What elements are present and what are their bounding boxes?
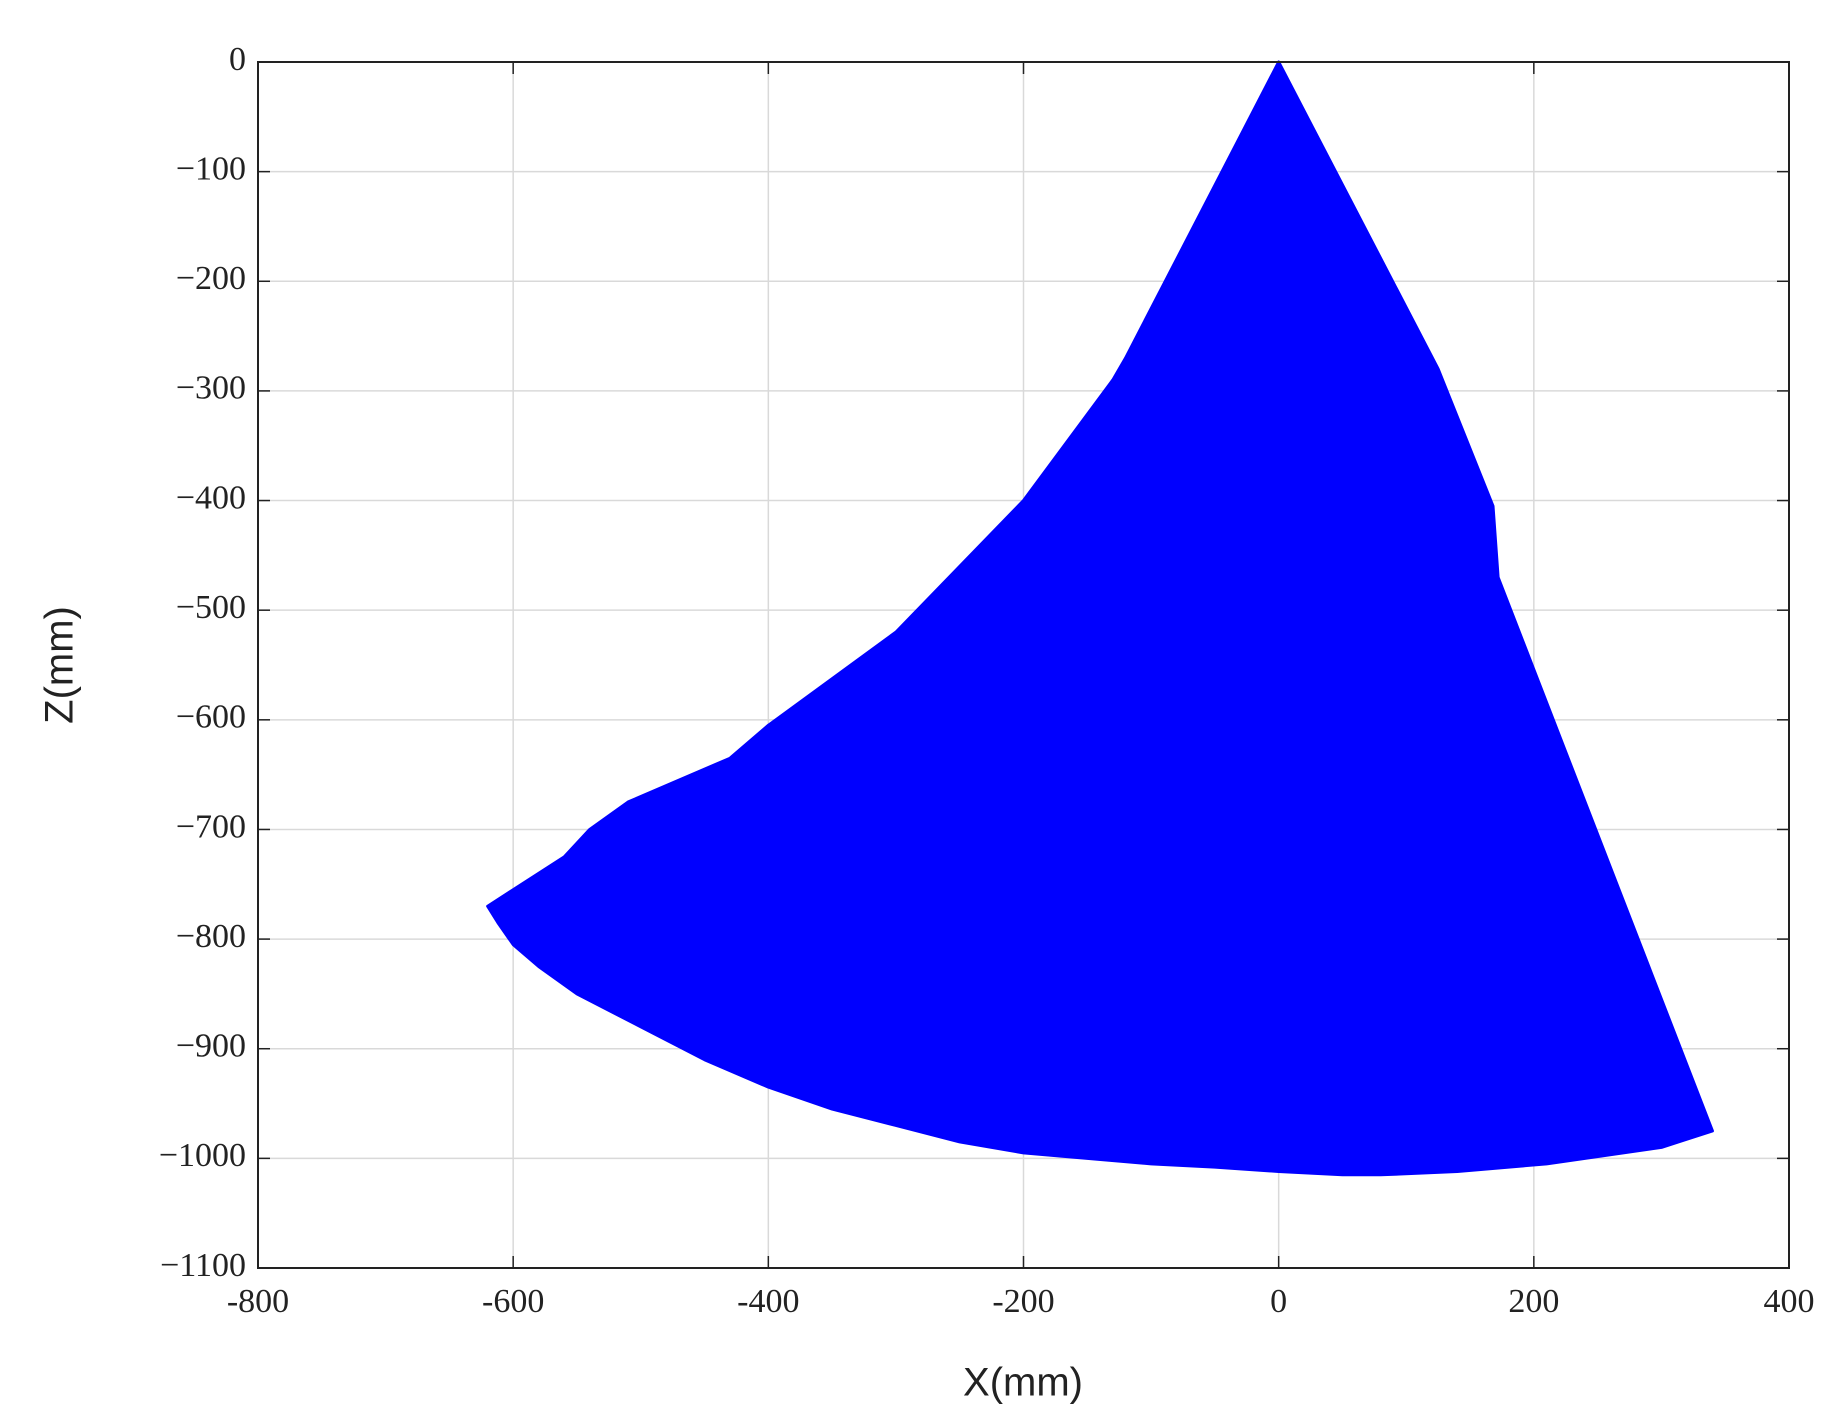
x-tick-label: 200 [1508, 1283, 1559, 1320]
y-tick-label: −200 [176, 260, 246, 297]
y-tick-label: −1100 [160, 1247, 246, 1284]
x-tick-label: -200 [992, 1283, 1054, 1320]
x-tick-label: -800 [227, 1283, 289, 1320]
y-tick-label: −300 [176, 370, 246, 407]
y-tick-label: −100 [176, 150, 246, 187]
y-tick-label: −600 [176, 699, 246, 736]
y-tick-label: −500 [176, 589, 246, 626]
x-tick-label: -600 [482, 1283, 544, 1320]
y-tick-label: −700 [176, 808, 246, 845]
y-tick-label: 0 [229, 41, 246, 78]
y-tick-label: −1000 [159, 1137, 246, 1174]
x-tick-label: 0 [1270, 1283, 1287, 1320]
y-tick-label: −400 [176, 479, 246, 516]
y-tick-label: −800 [176, 918, 246, 955]
plot-frame [257, 61, 1790, 1269]
y-axis-label: Z(mm) [38, 606, 82, 724]
x-tick-label: -400 [737, 1283, 799, 1320]
x-axis-label: X(mm) [963, 1361, 1083, 1405]
y-tick-label: −900 [176, 1028, 246, 1065]
x-tick-label: 400 [1764, 1283, 1815, 1320]
workspace-area [486, 60, 1714, 1177]
